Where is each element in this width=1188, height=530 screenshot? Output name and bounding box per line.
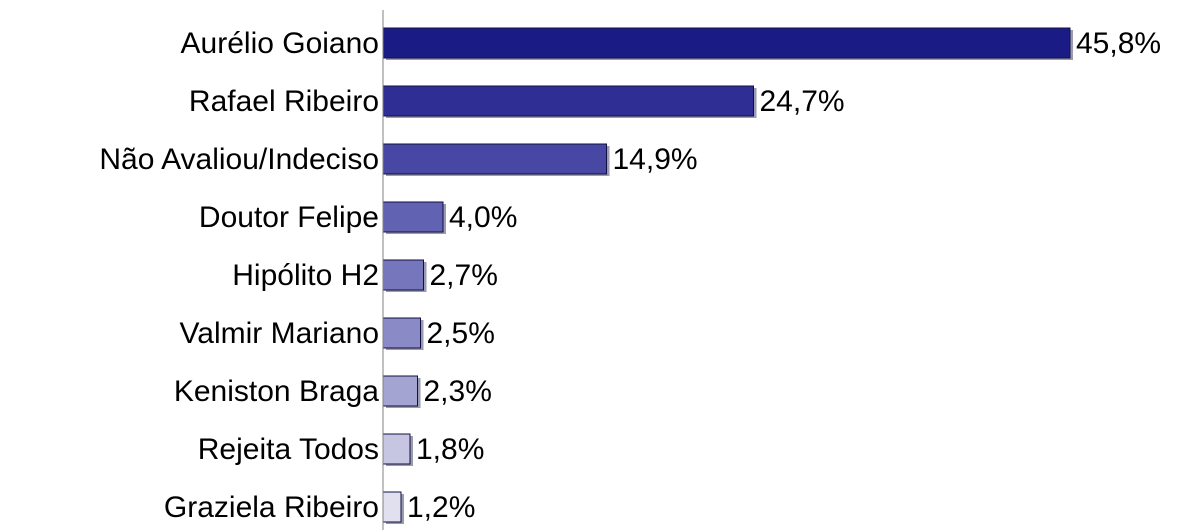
category-label: Hipólito H2 [232, 259, 379, 292]
bar [382, 143, 607, 175]
bar [382, 85, 754, 117]
category-label: Rafael Ribeiro [189, 85, 379, 118]
value-label: 4,0% [449, 201, 517, 234]
bar [382, 201, 444, 233]
bar [382, 491, 402, 523]
category-label: Aurélio Goiano [181, 27, 379, 60]
value-label: 1,8% [416, 433, 484, 466]
value-label: 2,7% [430, 259, 498, 292]
category-label: Valmir Mariano [180, 317, 380, 350]
bar [382, 375, 418, 407]
category-label: Keniston Braga [174, 375, 379, 408]
value-label: 14,9% [613, 143, 698, 176]
bar [382, 317, 421, 349]
category-label: Doutor Felipe [199, 201, 379, 234]
bar [382, 433, 411, 465]
category-label: Graziela Ribeiro [164, 491, 379, 524]
category-label: Não Avaliou/Indeciso [99, 143, 379, 176]
bar [382, 259, 424, 291]
value-label: 24,7% [760, 85, 845, 118]
value-label: 1,2% [407, 491, 475, 524]
category-label: Rejeita Todos [198, 433, 379, 466]
value-label: 2,3% [424, 375, 492, 408]
value-label: 2,5% [427, 317, 495, 350]
bar [382, 27, 1071, 59]
value-label: 45,8% [1076, 27, 1161, 60]
